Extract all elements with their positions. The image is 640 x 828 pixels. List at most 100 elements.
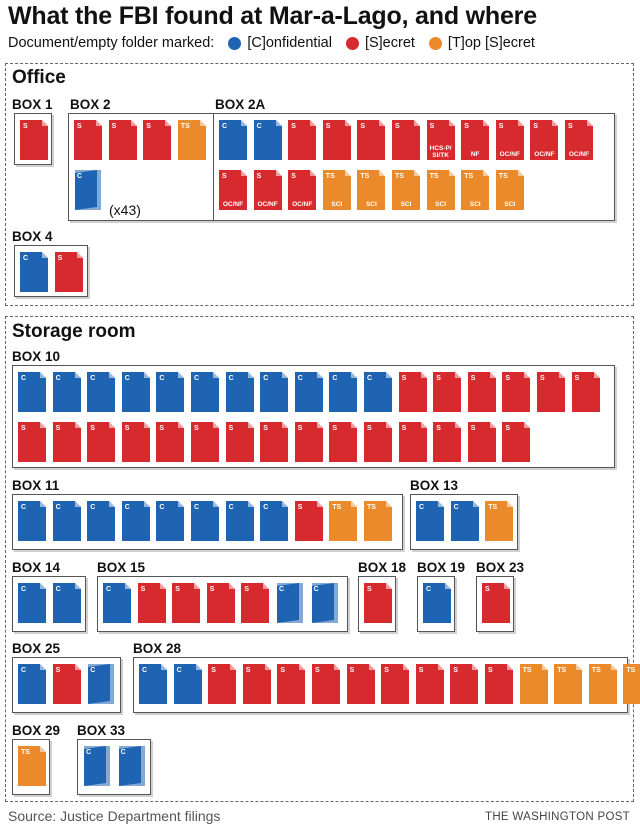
- box-label: BOX 2: [70, 97, 111, 112]
- control-marking: SCI: [365, 201, 377, 208]
- control-marking: SCI: [331, 201, 343, 208]
- secret-document-icon: S: [467, 421, 497, 463]
- classification-code: C: [313, 586, 319, 593]
- classification-code: C: [120, 749, 126, 756]
- box-label: BOX 10: [12, 349, 61, 364]
- classification-code: C: [194, 504, 200, 511]
- classification-code: S: [211, 667, 216, 674]
- classification-code: TS: [21, 749, 30, 756]
- secret-color-dot: [345, 36, 359, 50]
- secret-document-icon: S: [432, 371, 462, 413]
- classification-code: S: [124, 425, 130, 432]
- classification-code: TS: [332, 504, 342, 511]
- secret-document-icon: S: [484, 663, 514, 705]
- page-title: What the FBI found at Mar-a-Lago, and wh…: [8, 2, 537, 30]
- top-secret-document-icon: TS: [177, 119, 207, 161]
- source-note: Source: Justice Department filings: [8, 808, 221, 824]
- secret-document-icon: S: [276, 663, 306, 705]
- secret-document-icon: S: [294, 500, 324, 542]
- top-secret-document-icon: TS: [622, 663, 640, 705]
- classification-code: S: [263, 425, 268, 432]
- confidential-document-icon: C: [259, 500, 289, 542]
- classification-code: TS: [626, 667, 636, 674]
- secret-document-icon: S: [398, 371, 428, 413]
- confidential-document-icon: C: [138, 663, 168, 705]
- classification-code: C: [55, 375, 61, 382]
- control-marking: OC/NF: [222, 201, 244, 208]
- secret-document-icon: S: [346, 663, 376, 705]
- classification-code: S: [574, 375, 580, 382]
- classification-code: C: [21, 667, 27, 674]
- control-marking: OC/NF: [568, 151, 590, 158]
- classification-code: C: [222, 123, 228, 130]
- classification-code: S: [23, 123, 28, 130]
- classification-code: S: [111, 123, 117, 130]
- confidential-document-icon: C: [52, 500, 82, 542]
- confidential-document-icon: C: [17, 500, 47, 542]
- secret-document-icon: S: [190, 421, 220, 463]
- secret-document-icon: S NF: [460, 119, 490, 161]
- secret-document-icon: S: [86, 421, 116, 463]
- classification-code: TS: [464, 173, 474, 180]
- classification-code: S: [90, 425, 95, 432]
- control-marking: SCI: [435, 201, 447, 208]
- classification-code: S: [488, 667, 493, 674]
- section-storage-room: Storage room: [5, 316, 634, 802]
- classification-code: S: [436, 425, 441, 432]
- box-label: BOX 4: [12, 229, 53, 244]
- secret-document-icon: S: [287, 119, 317, 161]
- confidential-document-icon: C: [328, 371, 358, 413]
- secret-document-icon: S: [328, 421, 358, 463]
- secret-document-icon: S: [391, 119, 421, 161]
- secret-document-icon: S: [19, 119, 49, 161]
- legend-item-top-secret: [T]op [S]ecret: [428, 35, 535, 51]
- classification-code: C: [453, 504, 459, 511]
- folder-count: (x43): [109, 202, 141, 218]
- confidential-document-icon: C: [190, 371, 220, 413]
- secret-document-icon: S: [142, 119, 172, 161]
- classification-code: C: [297, 375, 303, 382]
- secret-document-icon: S OC/NF: [564, 119, 594, 161]
- secret-document-icon: S: [398, 421, 428, 463]
- secret-document-icon: S: [54, 251, 84, 293]
- classification-code: C: [124, 504, 130, 511]
- classification-code: C: [21, 586, 27, 593]
- classification-code: S: [325, 123, 331, 130]
- legend-label: [S]ecret: [364, 35, 415, 51]
- confidential-document-icon: C: [363, 371, 393, 413]
- top-secret-document-icon: TS: [588, 663, 618, 705]
- top-secret-document-icon: TS SCI: [460, 169, 490, 211]
- classification-code: C: [256, 123, 262, 130]
- secret-document-icon: S: [121, 421, 151, 463]
- classification-code: TS: [591, 667, 601, 674]
- classification-code: S: [77, 123, 82, 130]
- classification-code: S: [280, 667, 286, 674]
- classification-code: S: [297, 504, 303, 511]
- top-secret-document-icon: TS SCI: [322, 169, 352, 211]
- confidential-document-icon: C: [121, 500, 151, 542]
- secret-document-icon: S: [432, 421, 462, 463]
- classification-code: C: [367, 375, 373, 382]
- classification-code: C: [21, 375, 27, 382]
- top-secret-document-icon: TS: [519, 663, 549, 705]
- secret-document-icon: S OC/NF: [529, 119, 559, 161]
- secret-document-icon: S: [171, 582, 201, 624]
- secret-document-icon: S: [481, 582, 511, 624]
- secret-document-icon: S OC/NF: [495, 119, 525, 161]
- secret-document-icon: S: [363, 421, 393, 463]
- box-label: BOX 33: [77, 723, 126, 738]
- secret-document-icon: S: [449, 663, 479, 705]
- secret-document-icon: S HCS-P/SI/TK: [426, 119, 456, 161]
- secret-document-icon: S: [322, 119, 352, 161]
- classification-code: S: [209, 586, 215, 593]
- secret-document-icon: S: [415, 663, 445, 705]
- classification-code: S: [360, 123, 366, 130]
- secret-document-icon: S OC/NF: [218, 169, 248, 211]
- classification-code: TS: [488, 504, 498, 511]
- classification-code: C: [159, 375, 165, 382]
- classification-code: C: [194, 375, 200, 382]
- top-secret-document-icon: TS SCI: [356, 169, 386, 211]
- box-label: BOX 11: [12, 478, 60, 493]
- classification-code: C: [124, 375, 130, 382]
- classification-code: C: [90, 667, 96, 674]
